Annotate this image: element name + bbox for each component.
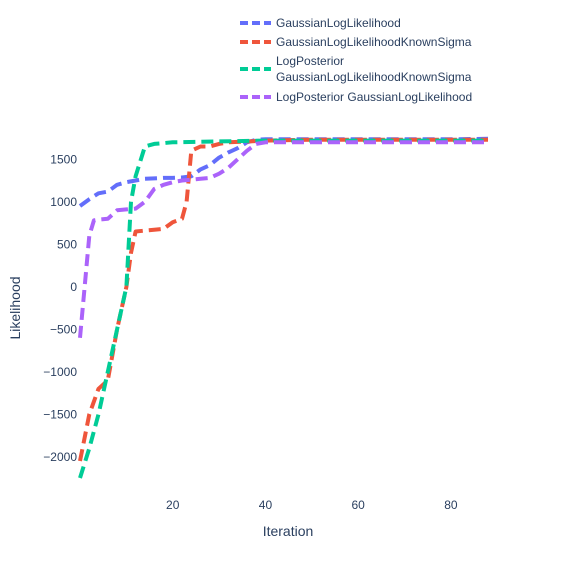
legend-item-2[interactable]: GaussianLogLikelihoodKnownSigma (240, 35, 472, 49)
x-axis-ticks: 20 40 60 80 (166, 498, 458, 512)
y-tick-label: −500 (50, 322, 77, 336)
y-axis-title: Likelihood (7, 276, 23, 339)
y-tick-label: 1500 (50, 152, 77, 166)
y-tick-label: −2000 (43, 450, 77, 464)
series-line-4[interactable] (78, 140, 488, 338)
legend-label: LogPosterior (276, 54, 344, 68)
legend[interactable]: GaussianLogLikelihood GaussianLogLikeliho… (240, 16, 472, 104)
y-axis-ticks: −2000 −1500 −1000 −500 0 500 1000 1500 (43, 152, 77, 464)
y-tick-label: 0 (70, 280, 77, 294)
x-tick-label: 80 (444, 498, 458, 512)
legend-label: LogPosterior GaussianLogLikelihood (276, 90, 472, 104)
y-tick-label: 500 (57, 237, 77, 251)
y-tick-label: 1000 (50, 195, 77, 209)
plot-area (78, 136, 489, 479)
series-line-3[interactable] (78, 138, 488, 479)
x-tick-label: 60 (352, 498, 366, 512)
y-tick-label: −1500 (43, 407, 77, 421)
legend-item-4[interactable]: LogPosterior GaussianLogLikelihood (240, 90, 472, 104)
legend-label: GaussianLogLikelihoodKnownSigma (276, 35, 472, 49)
y-tick-label: −1000 (43, 365, 77, 379)
legend-item-1[interactable]: GaussianLogLikelihood (240, 16, 401, 30)
legend-label: GaussianLogLikelihoodKnownSigma (276, 70, 472, 84)
x-tick-label: 40 (259, 498, 273, 512)
series-line-1[interactable] (78, 136, 489, 208)
legend-label: GaussianLogLikelihood (276, 16, 401, 30)
legend-item-3[interactable]: LogPosterior GaussianLogLikelihoodKnownSi… (240, 54, 472, 84)
series-line-2[interactable] (78, 137, 488, 462)
x-tick-label: 20 (166, 498, 180, 512)
x-axis-title: Iteration (263, 523, 314, 539)
